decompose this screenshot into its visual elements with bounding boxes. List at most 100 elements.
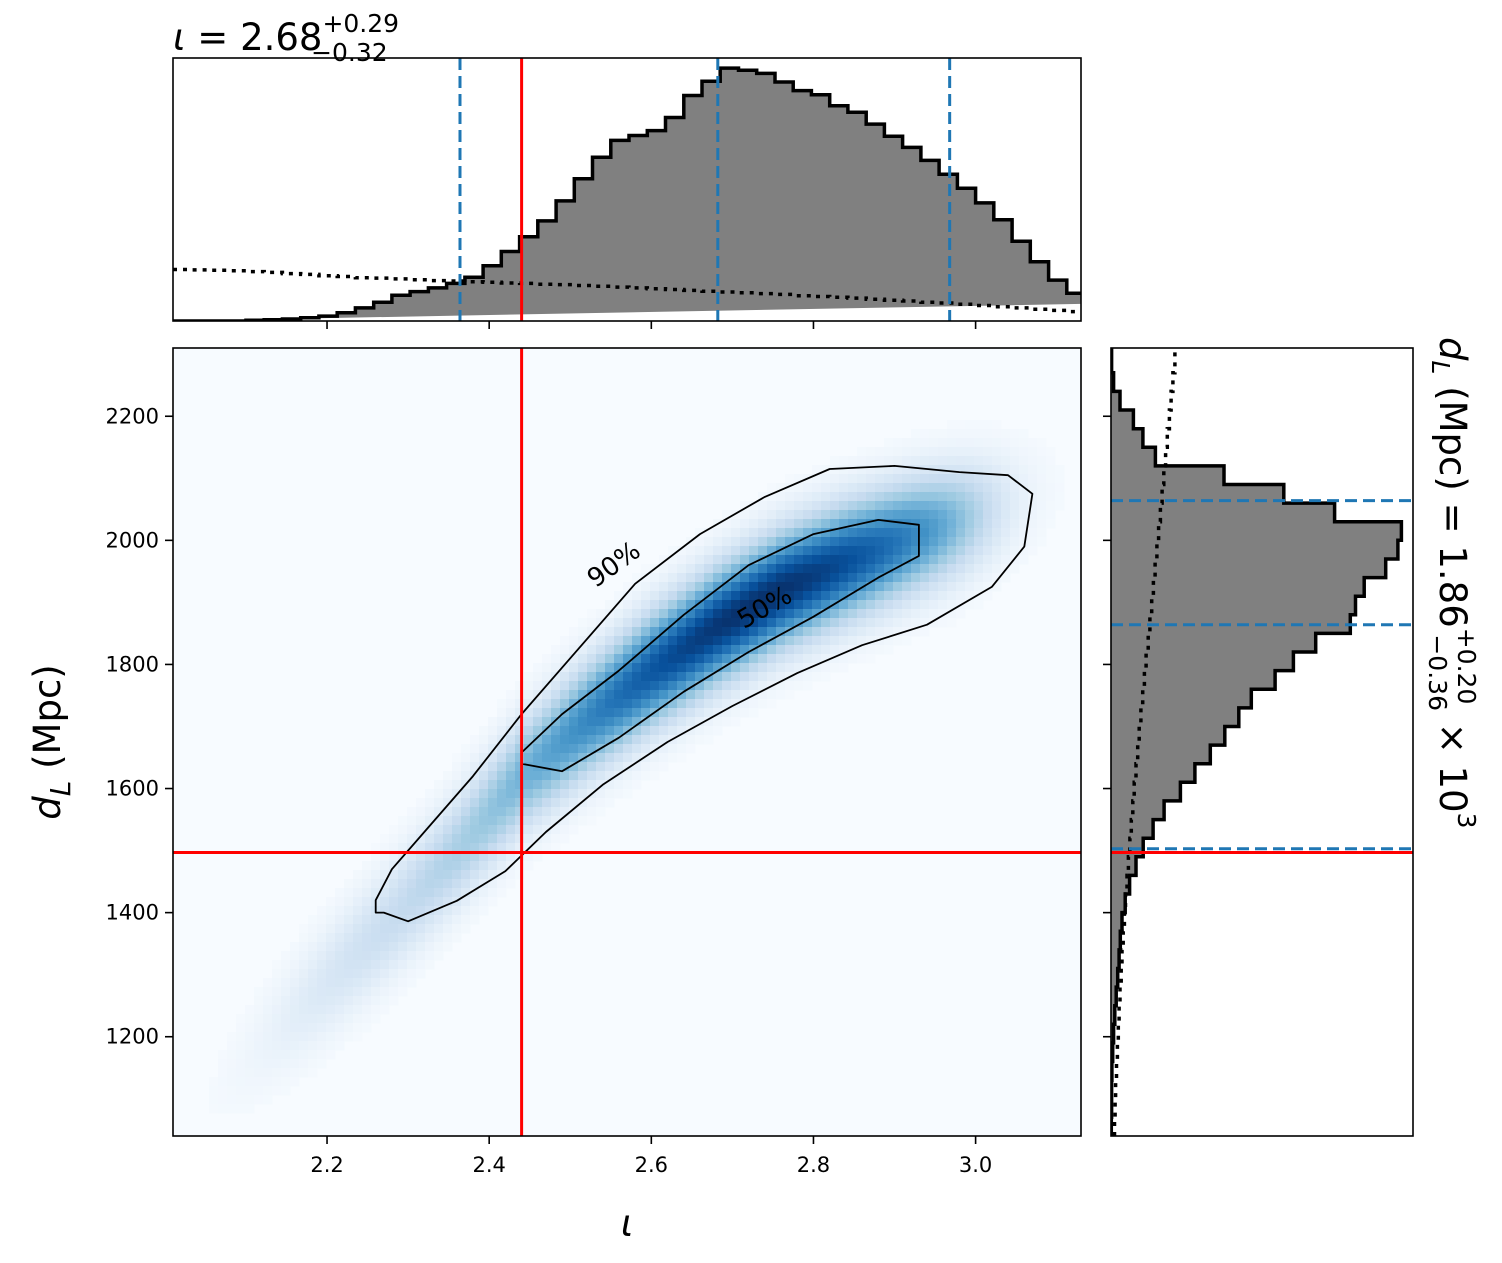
heatmap-cell <box>686 708 696 718</box>
heatmap-cell <box>677 645 687 655</box>
heatmap-cell <box>983 465 993 475</box>
heatmap-cell <box>1028 474 1038 484</box>
heatmap-cell <box>983 555 993 565</box>
heatmap-cell <box>740 573 750 583</box>
heatmap-cell <box>344 987 354 997</box>
heatmap-cell <box>821 474 831 484</box>
heatmap-cell <box>497 780 507 790</box>
heatmap-cell <box>821 564 831 574</box>
heatmap-cell <box>695 627 705 637</box>
heatmap-cell <box>713 681 723 691</box>
heatmap-cell <box>1010 429 1020 439</box>
heatmap-cell <box>893 591 903 601</box>
heatmap-cell <box>758 690 768 700</box>
heatmap-cell <box>902 537 912 547</box>
heatmap-cell <box>722 618 732 628</box>
heatmap-cell <box>650 726 660 736</box>
iota-histogram-outline <box>173 66 1081 321</box>
heatmap-cell <box>902 510 912 520</box>
heatmap-cell <box>272 978 282 988</box>
heatmap-cell <box>362 942 372 952</box>
heatmap-cell <box>722 636 732 646</box>
heatmap-cell <box>434 780 444 790</box>
heatmap-cell <box>650 735 660 745</box>
heatmap-cell <box>902 546 912 556</box>
heatmap-cell <box>803 654 813 664</box>
heatmap-cell <box>614 663 624 673</box>
heatmap-cell <box>308 969 318 979</box>
heatmap-cell <box>605 762 615 772</box>
heatmap-cell <box>542 744 552 754</box>
heatmap-cell <box>938 555 948 565</box>
heatmap-cell <box>416 852 426 862</box>
heatmap-cell <box>776 492 786 502</box>
heatmap-cell <box>560 672 570 682</box>
heatmap-cell <box>1010 474 1020 484</box>
heatmap-cell <box>362 915 372 925</box>
heatmap-cell <box>947 429 957 439</box>
heatmap-cell <box>1046 492 1056 502</box>
distance-histogram-fill <box>1111 348 1402 1136</box>
heatmap-cell <box>254 996 264 1006</box>
heatmap-cell <box>551 735 561 745</box>
heatmap-cell <box>659 690 669 700</box>
heatmap-cell <box>722 663 732 673</box>
heatmap-cell <box>839 546 849 556</box>
heatmap-cell <box>938 474 948 484</box>
heatmap-cell <box>452 915 462 925</box>
heatmap-cell <box>659 654 669 664</box>
heatmap-cell <box>587 717 597 727</box>
heatmap-cell <box>1019 537 1029 547</box>
heatmap-cell <box>335 1041 345 1051</box>
heatmap-cell <box>524 780 534 790</box>
heatmap-cell <box>524 798 534 808</box>
heatmap-cell <box>497 852 507 862</box>
heatmap-cell <box>785 654 795 664</box>
heatmap-cell <box>659 591 669 601</box>
heatmap-cell <box>479 807 489 817</box>
heatmap-cell <box>749 528 759 538</box>
heatmap-cell <box>515 861 525 871</box>
heatmap-cell <box>956 429 966 439</box>
heatmap-cell <box>749 519 759 529</box>
heatmap-cell <box>758 564 768 574</box>
heatmap-cell <box>1028 510 1038 520</box>
heatmap-cell <box>524 834 534 844</box>
heatmap-cell <box>965 573 975 583</box>
heatmap-cell <box>767 582 777 592</box>
heatmap-cell <box>506 807 516 817</box>
heatmap-cell <box>227 1050 237 1060</box>
joint-x-ticks: 2.2 2.4 2.6 2.8 3.0 <box>310 1136 992 1177</box>
heatmap-cell <box>362 951 372 961</box>
heatmap-cell <box>326 1014 336 1024</box>
heatmap-cell <box>920 564 930 574</box>
heatmap-cell <box>803 681 813 691</box>
heatmap-cell <box>758 618 768 628</box>
heatmap-cell <box>965 555 975 565</box>
heatmap-cell <box>803 591 813 601</box>
heatmap-cell <box>236 1032 246 1042</box>
heatmap-cell <box>875 636 885 646</box>
heatmap-cell <box>857 546 867 556</box>
heatmap-cell <box>290 978 300 988</box>
heatmap-cell <box>416 888 426 898</box>
x-tick-label: 3.0 <box>959 1153 992 1177</box>
heatmap-cell <box>488 798 498 808</box>
heatmap-cell <box>857 609 867 619</box>
heatmap-cell <box>326 1050 336 1060</box>
heatmap-cell <box>407 978 417 988</box>
heatmap-cell <box>398 870 408 880</box>
heatmap-cell <box>515 744 525 754</box>
heatmap-cell <box>677 735 687 745</box>
heatmap-cell <box>668 753 678 763</box>
heatmap-cell <box>731 573 741 583</box>
heatmap-cell <box>605 645 615 655</box>
heatmap-cell <box>632 735 642 745</box>
heatmap-cell <box>524 672 534 682</box>
heatmap-cell <box>893 546 903 556</box>
heatmap-cell <box>722 546 732 556</box>
heatmap-cell <box>776 627 786 637</box>
heatmap-cell <box>317 987 327 997</box>
heatmap-cell <box>785 618 795 628</box>
heatmap-cell <box>560 834 570 844</box>
